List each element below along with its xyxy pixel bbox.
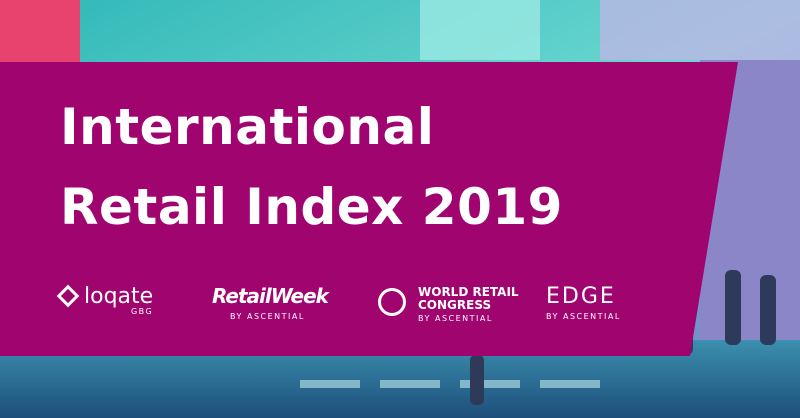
logo-name: EDGE [546,284,616,309]
crosswalk [300,380,600,388]
logo-retailweek: RetailWeek BY ASCENTIAL [212,284,329,321]
logo-icon [56,284,80,308]
logo-sub: BY ASCENTIAL [230,312,305,321]
logo-edge: EDGE BY ASCENTIAL [546,284,621,321]
logo-name: WORLD RETAIL [418,285,519,299]
building [420,0,540,60]
title-line: International [60,98,435,156]
logo-sub: GBG [130,307,154,316]
title-line: Retail Index 2019 [60,178,563,236]
logo-loqate: loqate GBG [56,284,154,316]
sign [0,0,80,70]
logo-icon [378,288,406,316]
logo-sub: BY ASCENTIAL [546,312,621,321]
logo-text: loqate [84,284,154,309]
logo-name: RetailWeek [212,284,329,308]
logo-name: CONGRESS [418,298,492,312]
panel [0,62,738,356]
logo-wrc: WORLD RETAIL CONGRESS BY ASCENTIAL [378,286,519,323]
logo-sub: BY ASCENTIAL [418,314,493,323]
building [600,0,800,60]
logo-name: loqate [56,284,154,309]
